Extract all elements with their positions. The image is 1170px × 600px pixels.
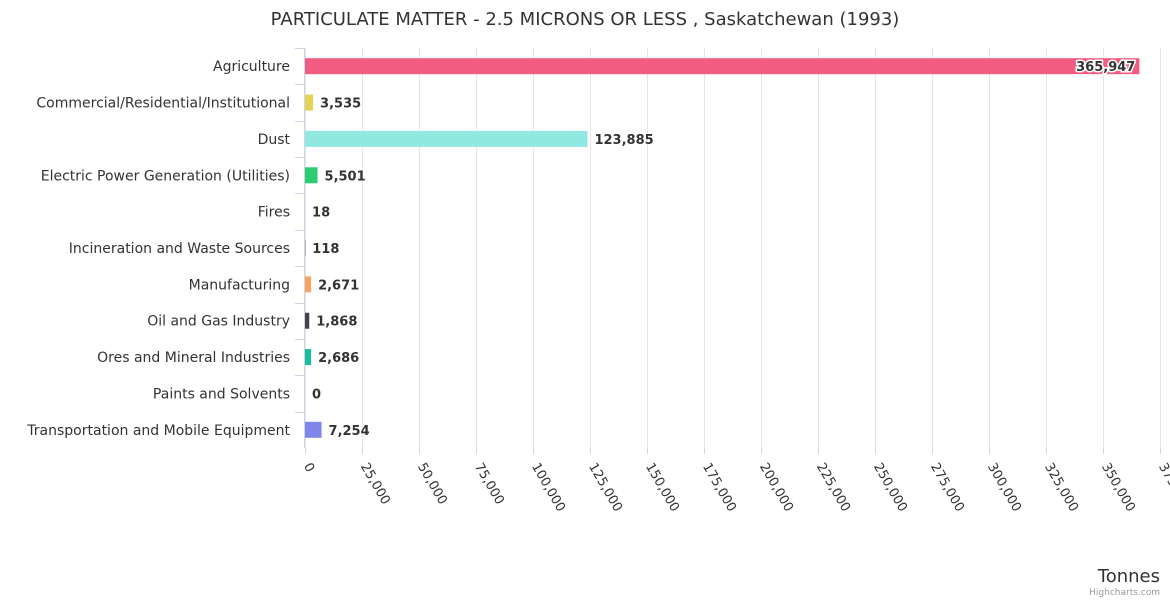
- credits-link[interactable]: Highcharts.com: [1089, 588, 1160, 598]
- category-labels: Agriculture Commercial/Residential/Instit…: [26, 59, 290, 439]
- data-label: 18: [312, 206, 330, 221]
- bar[interactable]: [305, 276, 312, 293]
- data-label: 1,868: [316, 315, 357, 330]
- value-tick-label: 0: [300, 461, 317, 476]
- category-label: Ores and Mineral Industries: [97, 350, 290, 366]
- data-label: 123,885: [594, 133, 653, 148]
- value-tick-label: 25,000: [357, 461, 393, 508]
- bar[interactable]: [305, 421, 322, 438]
- bar[interactable]: [305, 58, 1140, 75]
- category-label: Fires: [258, 205, 290, 221]
- bar[interactable]: [305, 94, 314, 111]
- value-tick-label: 50,000: [414, 461, 450, 508]
- value-tick-label: 250,000: [870, 461, 910, 515]
- data-label: 2,686: [318, 351, 359, 366]
- category-label: Incineration and Waste Sources: [69, 241, 290, 257]
- category-label: Electric Power Generation (Utilities): [41, 168, 290, 184]
- data-label: 365,947: [1076, 60, 1135, 75]
- value-tick-label: 150,000: [642, 461, 682, 515]
- chart-title: PARTICULATE MATTER - 2.5 MICRONS OR LESS…: [271, 9, 900, 30]
- data-label: 5,501: [325, 169, 366, 184]
- value-axis-title: Tonnes: [1097, 566, 1160, 587]
- value-tick-label: 325,000: [1041, 461, 1081, 515]
- category-label: Dust: [258, 132, 291, 148]
- category-label: Paints and Solvents: [153, 386, 290, 402]
- value-tick-label: 200,000: [756, 461, 796, 515]
- value-tick-label: 100,000: [528, 461, 568, 515]
- category-label: Manufacturing: [189, 277, 290, 293]
- category-label: Commercial/Residential/Institutional: [36, 96, 290, 112]
- bar[interactable]: [305, 312, 310, 329]
- bar[interactable]: [305, 167, 318, 184]
- value-tick-label: 225,000: [813, 461, 853, 515]
- value-axis-tick-labels: 0 25,000 50,000 75,000 100,000 125,000 150,000…: [300, 461, 1170, 515]
- bar[interactable]: [305, 130, 588, 147]
- category-label: Oil and Gas Industry: [147, 314, 290, 330]
- grid-lines: [295, 48, 1161, 454]
- category-label: Agriculture: [213, 59, 290, 75]
- data-label: 118: [312, 242, 339, 257]
- value-tick-label: 275,000: [927, 461, 967, 515]
- value-tick-label: 375,000: [1155, 461, 1170, 515]
- data-label: 3,535: [320, 97, 361, 112]
- data-label: 7,254: [329, 424, 370, 439]
- value-tick-label: 175,000: [699, 461, 739, 515]
- category-label: Transportation and Mobile Equipment: [26, 423, 290, 439]
- data-label: 2,671: [318, 278, 359, 293]
- bar[interactable]: [305, 349, 312, 366]
- data-label: 0: [312, 387, 321, 402]
- bars: [305, 58, 1140, 438]
- value-tick-label: 75,000: [471, 461, 507, 508]
- data-labels: 365,947 3,535 123,885 5,501 18 118 2,671 1,868 2…: [312, 59, 1137, 439]
- value-tick-label: 125,000: [585, 461, 625, 515]
- value-tick-label: 350,000: [1098, 461, 1138, 515]
- value-tick-label: 300,000: [984, 461, 1024, 515]
